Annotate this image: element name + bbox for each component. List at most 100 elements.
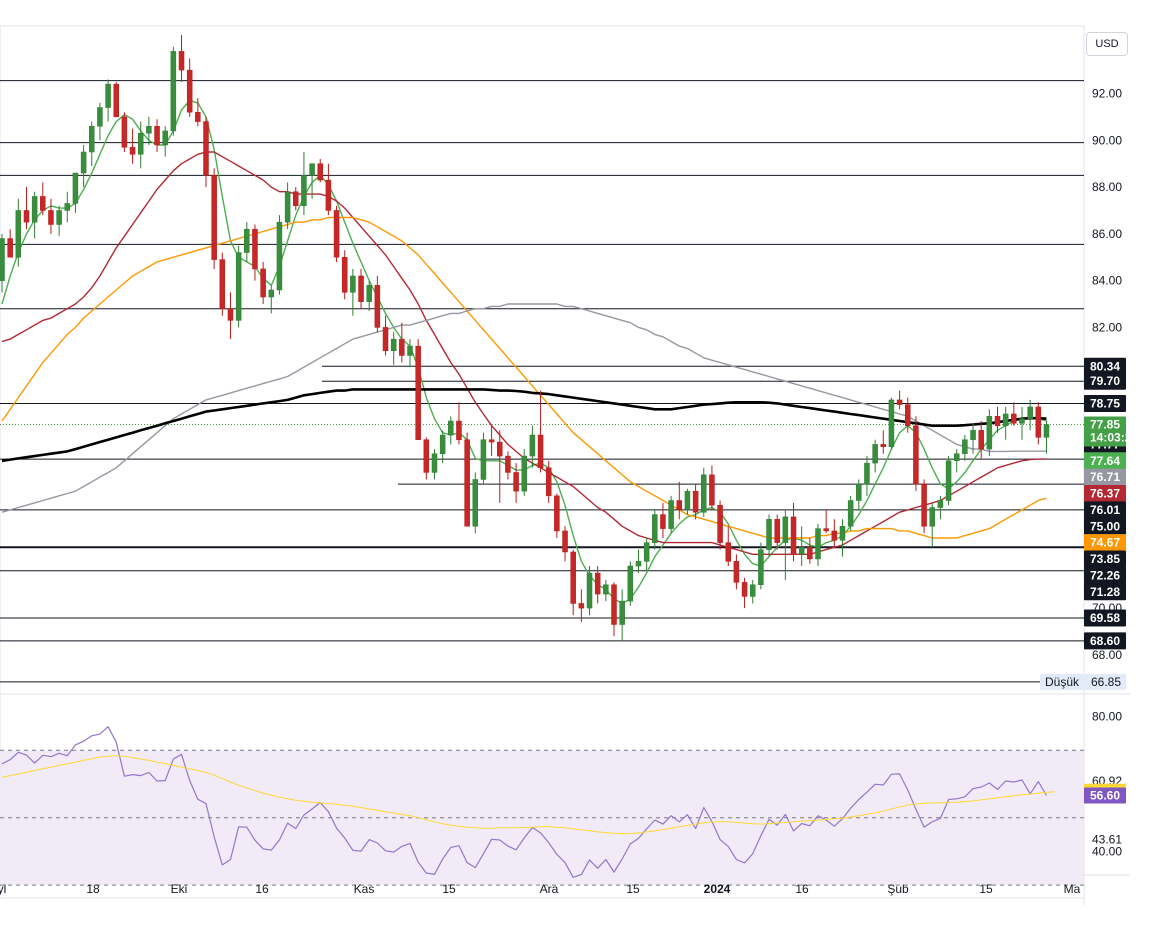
price-tag: 76.01 xyxy=(1090,503,1120,517)
candle-body xyxy=(603,584,609,595)
candle-body xyxy=(962,439,968,454)
price-tick-label: 88.00 xyxy=(1092,180,1122,194)
candle-body xyxy=(113,83,119,118)
price-tag: 76.37 xyxy=(1090,487,1120,501)
candle-body xyxy=(888,399,895,447)
candle-body xyxy=(382,327,389,352)
candle-body xyxy=(790,516,797,555)
candle-body xyxy=(227,308,234,321)
candle-body xyxy=(594,572,601,595)
candle-body xyxy=(1002,413,1009,426)
price-tag-bg xyxy=(1084,372,1126,390)
candle-body xyxy=(456,420,462,440)
candle-body xyxy=(203,121,209,176)
candle-body xyxy=(423,439,430,473)
candle-body xyxy=(807,547,813,560)
candle-body xyxy=(586,572,593,609)
candle-body xyxy=(798,547,805,555)
candle-body xyxy=(56,210,62,225)
price-tag-bg xyxy=(1084,468,1126,486)
ma-series-line xyxy=(1,216,1047,539)
time-tick-label: Şub xyxy=(887,882,909,896)
candle-body xyxy=(358,275,364,302)
candle-body xyxy=(529,434,536,457)
candle-body xyxy=(472,479,479,527)
horizontal-levels xyxy=(0,25,1130,905)
price-tag-bg xyxy=(1084,534,1126,552)
candle-body xyxy=(562,530,568,553)
candle-body xyxy=(15,210,22,258)
candle-body xyxy=(407,345,413,356)
time-tick-label: 15 xyxy=(442,882,456,896)
candle-body xyxy=(880,444,887,447)
candle-body xyxy=(978,430,984,450)
candle-body xyxy=(513,472,519,492)
rsi-tick-label: 43.61 xyxy=(1092,832,1122,846)
rsi-tick-label: 80.00 xyxy=(1092,710,1122,724)
candle-body xyxy=(89,125,95,153)
candle-body xyxy=(333,210,340,258)
candle-body xyxy=(244,228,250,253)
candle-body xyxy=(521,455,527,492)
candle-body xyxy=(994,416,1001,426)
candle-body xyxy=(252,228,258,270)
price-tag: 78.75 xyxy=(1090,396,1120,410)
candle-body xyxy=(570,551,576,604)
price-tag-bg xyxy=(1084,632,1126,650)
candle-body xyxy=(7,238,13,258)
candle-body xyxy=(758,549,764,585)
price-tick-label: 86.00 xyxy=(1092,227,1122,241)
candle-body xyxy=(268,289,275,298)
price-tag-bg xyxy=(1084,583,1126,601)
time-axis[interactable]: yl 18 Eki 16 Kas 15 Ara 15 2024 16 Şub 15 Ma xyxy=(0,882,1081,896)
candle-body xyxy=(953,453,960,462)
candle-body xyxy=(643,542,650,562)
price-tick-label: 92.00 xyxy=(1092,86,1122,100)
candle-body xyxy=(293,191,299,207)
candle-body xyxy=(774,518,780,543)
rsi-tick-label: 40.00 xyxy=(1092,844,1122,858)
price-tag-bg xyxy=(1084,485,1126,503)
candle-body xyxy=(178,51,185,71)
currency-button[interactable]: USD xyxy=(1086,32,1128,56)
candle-body xyxy=(23,210,30,223)
candle-body xyxy=(660,514,666,529)
candle-body xyxy=(366,285,372,302)
candle-body xyxy=(72,172,79,204)
candle-body xyxy=(970,430,976,440)
candle-body xyxy=(741,582,748,597)
candle-body xyxy=(635,561,642,567)
candle-body xyxy=(162,130,168,146)
candle-body xyxy=(374,285,381,328)
price-tag: 73.85 xyxy=(1090,552,1120,566)
candle-body xyxy=(864,462,870,485)
candle-body xyxy=(1043,424,1050,438)
price-tag-bg xyxy=(1084,550,1126,568)
candle-body xyxy=(390,338,397,352)
candle-body xyxy=(488,439,495,443)
candle-body xyxy=(40,196,46,211)
price-tag: 79.70 xyxy=(1090,374,1120,388)
candle-body xyxy=(668,500,674,529)
candle-body xyxy=(260,268,266,298)
candle-body xyxy=(317,163,323,181)
price-tag: 71.28 xyxy=(1090,585,1120,599)
price-tag: 74.67 xyxy=(1090,536,1120,550)
candle-body xyxy=(350,275,356,293)
candle-body xyxy=(627,565,634,602)
candle-body xyxy=(921,483,927,527)
last-price-tag: 77.85 xyxy=(1090,417,1120,431)
time-tick-label: 16 xyxy=(795,882,809,896)
candle-body xyxy=(709,474,715,506)
candle-body xyxy=(937,500,944,508)
price-tag: 80.34 xyxy=(1090,359,1120,373)
candle-body xyxy=(31,196,38,223)
candle-body xyxy=(48,210,54,225)
candle-body xyxy=(692,490,699,513)
low-marker-bg xyxy=(1040,673,1126,690)
candle-body xyxy=(431,453,438,473)
candle-body xyxy=(684,490,691,511)
candle-body xyxy=(766,518,772,550)
candle-body xyxy=(749,584,756,597)
